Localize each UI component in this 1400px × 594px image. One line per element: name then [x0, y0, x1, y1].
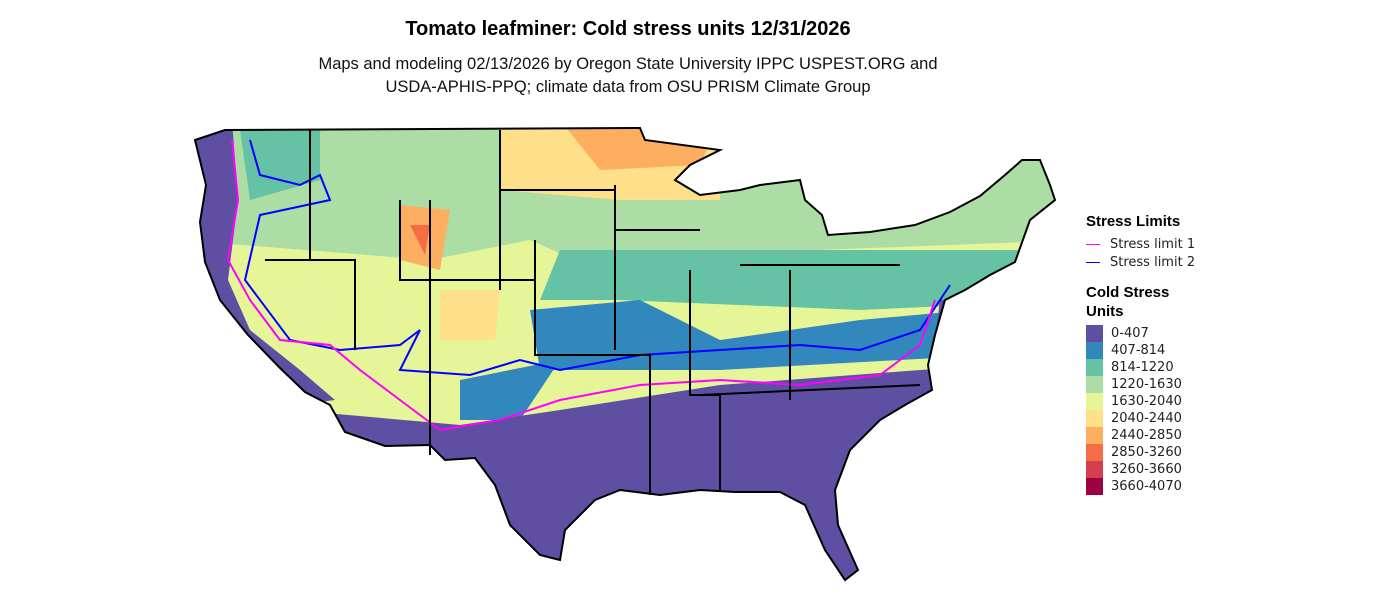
legend-class-label: 407-814	[1111, 343, 1166, 358]
legend-class: 3660-4070	[1086, 478, 1195, 495]
stress-limit-2-line	[243, 139, 951, 377]
legend-label: Stress limit 2	[1110, 254, 1196, 270]
legend-stress-limit-2: Stress limit 2	[1086, 253, 1195, 271]
map-subtitle-line2: USDA-APHIS-PPQ; climate data from OSU PR…	[385, 78, 871, 96]
stress-limit-1-line	[226, 139, 936, 432]
legend-class: 407-814	[1086, 342, 1195, 359]
legend-class: 814-1220	[1086, 359, 1195, 376]
legend-class-label: 1630-2040	[1111, 394, 1182, 409]
legend-color-swatch	[1086, 342, 1103, 359]
legend-class-label: 0-407	[1111, 326, 1149, 341]
legend-stress-limit-1: Stress limit 1	[1086, 235, 1195, 253]
us-map	[194, 127, 1056, 581]
legend-class: 2440-2850	[1086, 427, 1195, 444]
legend-class: 2850-3260	[1086, 444, 1195, 461]
legend-class-label: 814-1220	[1111, 360, 1174, 375]
legend-class-label: 2040-2440	[1111, 411, 1182, 426]
legend-color-swatch	[1086, 325, 1103, 342]
legend: Stress Limits Stress limit 1 Stress limi…	[1086, 212, 1195, 495]
legend-label: Stress limit 1	[1110, 236, 1196, 252]
map-subtitle-line1: Maps and modeling 02/13/2026 by Oregon S…	[318, 55, 938, 73]
stress-limit-lines	[226, 139, 951, 432]
state-borders	[194, 127, 1056, 581]
legend-color-swatch	[1086, 478, 1103, 495]
legend-class: 1220-1630	[1086, 376, 1195, 393]
legend-color-swatch	[1086, 376, 1103, 393]
legend-color-swatch	[1086, 444, 1103, 461]
legend-class-label: 1220-1630	[1111, 377, 1182, 392]
legend-class-label: 2850-3260	[1111, 445, 1182, 460]
legend-class: 2040-2440	[1086, 410, 1195, 427]
legend-class-label: 2440-2850	[1111, 428, 1182, 443]
legend-cold-stress-title: Cold Stress Units	[1086, 284, 1170, 320]
legend-class-label: 3660-4070	[1111, 479, 1182, 494]
legend-class-label: 3260-3660	[1111, 462, 1182, 477]
legend-color-swatch	[1086, 410, 1103, 427]
map-title: Tomato leafminer: Cold stress units 12/3…	[405, 18, 851, 40]
legend-class: 1630-2040	[1086, 393, 1195, 410]
legend-line-swatch	[1086, 261, 1100, 263]
legend-color-swatch	[1086, 461, 1103, 478]
legend-color-swatch	[1086, 359, 1103, 376]
legend-line-swatch	[1086, 243, 1100, 245]
legend-stress-limits-title: Stress Limits	[1086, 213, 1181, 230]
legend-class: 3260-3660	[1086, 461, 1195, 478]
legend-color-swatch	[1086, 393, 1103, 410]
legend-color-swatch	[1086, 427, 1103, 444]
legend-class: 0-407	[1086, 325, 1195, 342]
